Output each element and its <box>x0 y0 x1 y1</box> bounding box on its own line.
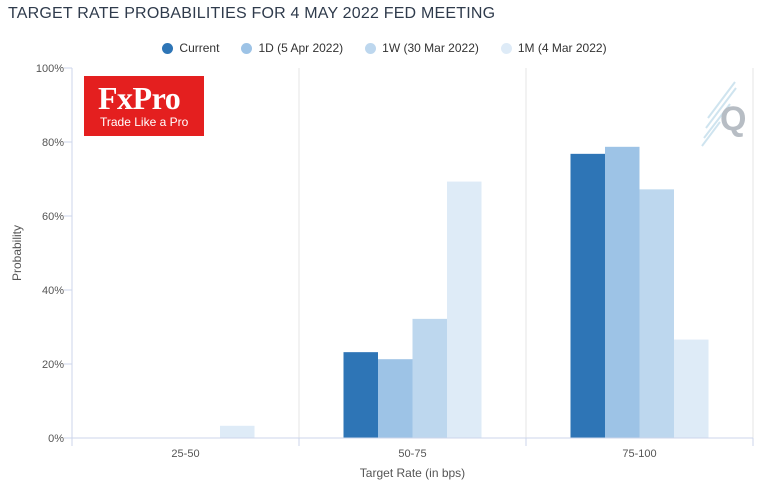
legend-marker <box>162 42 174 54</box>
bar <box>674 339 709 438</box>
bar <box>639 189 674 438</box>
bar <box>343 352 378 438</box>
x-tick-label: 75-100 <box>622 448 656 460</box>
y-axis-title: Probability <box>10 225 24 281</box>
legend-item[interactable]: 1M (4 Mar 2022) <box>500 41 607 55</box>
chart-legend: Current 1D (5 Apr 2022) 1W (30 Mar 2022) 1M… <box>0 41 769 55</box>
bar <box>412 318 447 438</box>
legend-label: 1W (30 Mar 2022) <box>382 41 479 55</box>
y-tick-label: 80% <box>42 137 64 149</box>
y-tick-label: 100% <box>36 63 64 75</box>
x-axis-title: Target Rate (in bps) <box>360 466 465 480</box>
fxpro-logo: FxPro Trade Like a Pro <box>84 76 204 136</box>
bar <box>378 359 413 438</box>
y-tick-label: 60% <box>42 211 64 223</box>
x-tick-label: 25-50 <box>171 448 199 460</box>
legend-item[interactable]: Current <box>162 41 219 55</box>
y-tick-label: 40% <box>42 285 64 297</box>
bar <box>605 146 640 438</box>
legend-label: Current <box>179 41 220 55</box>
legend-item[interactable]: 1W (30 Mar 2022) <box>365 41 479 55</box>
x-tick-label: 50-75 <box>398 448 426 460</box>
legend-marker <box>241 42 253 54</box>
legend-label: 1M (4 Mar 2022) <box>517 41 607 55</box>
legend-item[interactable]: 1D (5 Apr 2022) <box>241 41 343 55</box>
svg-text:Q: Q <box>720 100 746 138</box>
bar <box>220 425 255 438</box>
y-tick-label: 0% <box>48 433 64 445</box>
q-logo-icon: Q <box>701 81 746 147</box>
chart-title: TARGET RATE PROBABILITIES FOR 4 MAY 2022… <box>8 5 496 22</box>
logo-name: FxPro <box>98 80 181 116</box>
bar <box>570 153 605 438</box>
legend-marker <box>500 42 512 54</box>
logo-tagline: Trade Like a Pro <box>100 115 189 129</box>
y-tick-label: 20% <box>42 359 64 371</box>
bar <box>447 181 482 438</box>
legend-marker <box>365 42 377 54</box>
legend-label: 1D (5 Apr 2022) <box>258 41 344 55</box>
